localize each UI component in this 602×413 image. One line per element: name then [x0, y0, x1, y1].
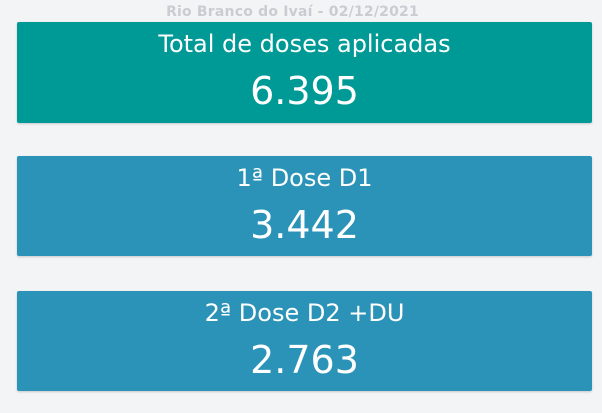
total-doses-card: Total de doses aplicadas 6.395	[17, 22, 592, 123]
location-date-header: Rio Branco do Ivaí - 02/12/2021	[166, 4, 419, 20]
second-dose-value: 2.763	[250, 338, 359, 382]
first-dose-label: 1ª Dose D1	[236, 164, 373, 192]
total-doses-label: Total de doses aplicadas	[158, 30, 451, 58]
total-doses-value: 6.395	[250, 69, 359, 113]
second-dose-card: 2ª Dose D2 +DU 2.763	[17, 291, 592, 391]
first-dose-card: 1ª Dose D1 3.442	[17, 156, 592, 256]
first-dose-value: 3.442	[250, 203, 359, 247]
second-dose-label: 2ª Dose D2 +DU	[204, 299, 405, 327]
